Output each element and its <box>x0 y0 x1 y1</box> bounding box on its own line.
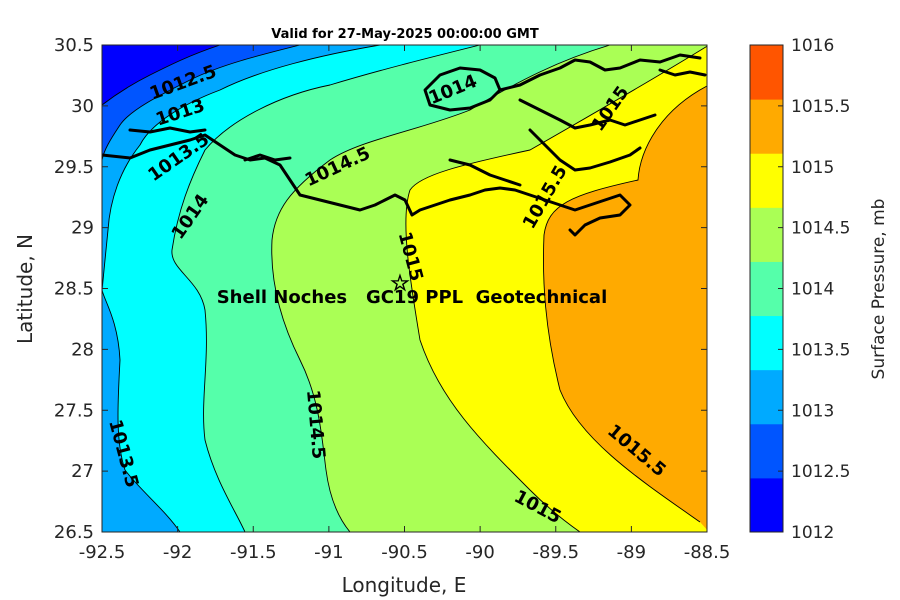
colorbar-tick-label: 1015 <box>791 158 834 178</box>
y-tick-label: 28.5 <box>54 279 94 300</box>
y-tick-label: 26.5 <box>54 522 94 543</box>
y-tick-label: 30.5 <box>54 35 94 56</box>
y-tick-label: 29 <box>71 218 94 239</box>
colorbar-swatch <box>750 315 783 371</box>
site-annotation: Shell Noches GC19 PPL Geotechnical <box>217 287 608 308</box>
colorbar: 1016 1015.5 1015 1014.5 1014 1013.5 1013 1012.5… <box>749 36 850 543</box>
y-axis-label: Latitude, N <box>13 234 37 344</box>
colorbar-tick-label: 1015.5 <box>791 97 850 117</box>
colorbar-tick-label: 1013.5 <box>791 340 850 360</box>
band-1013-5 <box>102 45 480 532</box>
x-axis-label: Longitude, E <box>342 573 467 597</box>
colorbar-tick-label: 1014.5 <box>791 219 850 239</box>
y-tick-label: 28 <box>71 339 94 360</box>
colorbar-swatch <box>750 99 783 154</box>
colorbar-swatch <box>750 45 783 100</box>
x-tick-label: -89.5 <box>532 542 579 563</box>
x-tick-label: -90.5 <box>381 542 428 563</box>
colorbar-tick-label: 1012.5 <box>791 462 850 482</box>
x-axis: -92.5 -92 -91.5 -91 -90.5 -90 -89.5 -89 -88.5 <box>79 45 731 563</box>
x-tick-label: -92.5 <box>79 542 126 563</box>
contour-fill-layer <box>102 45 707 532</box>
colorbar-tick-label: 1013 <box>791 401 834 421</box>
colorbar-tick-label: 1016 <box>791 36 834 56</box>
colorbar-swatch <box>750 423 783 479</box>
band-1014 <box>102 45 610 532</box>
y-tick-label: 29.5 <box>54 157 94 178</box>
colorbar-swatch <box>750 477 783 533</box>
colorbar-label: Surface Pressure, mb <box>869 199 889 380</box>
x-tick-label: -88.5 <box>684 542 731 563</box>
x-tick-label: -90 <box>465 542 494 563</box>
colorbar-tick-label: 1014 <box>791 280 834 300</box>
band-1012 <box>102 45 220 105</box>
colorbar-swatch <box>750 153 783 208</box>
x-tick-label: -91 <box>314 542 343 563</box>
x-tick-label: -92 <box>163 542 192 563</box>
colorbar-swatch <box>750 369 783 425</box>
chart-title: Valid for 27-May-2025 00:00:00 GMT <box>271 27 539 42</box>
colorbar-swatch <box>750 207 783 262</box>
x-tick-label: -91.5 <box>230 542 277 563</box>
coastline <box>102 53 707 237</box>
colorbar-swatch <box>750 261 783 317</box>
y-tick-label: 27 <box>71 461 94 482</box>
y-axis: 30.5 30 29.5 29 28.5 28 27.5 27 26.5 <box>54 35 707 543</box>
colorbar-tick-label: 1012 <box>791 523 834 543</box>
site-star-marker: ☆ <box>390 271 410 296</box>
x-tick-label: -89 <box>617 542 646 563</box>
y-tick-label: 30 <box>71 96 94 117</box>
y-tick-label: 27.5 <box>54 400 94 421</box>
